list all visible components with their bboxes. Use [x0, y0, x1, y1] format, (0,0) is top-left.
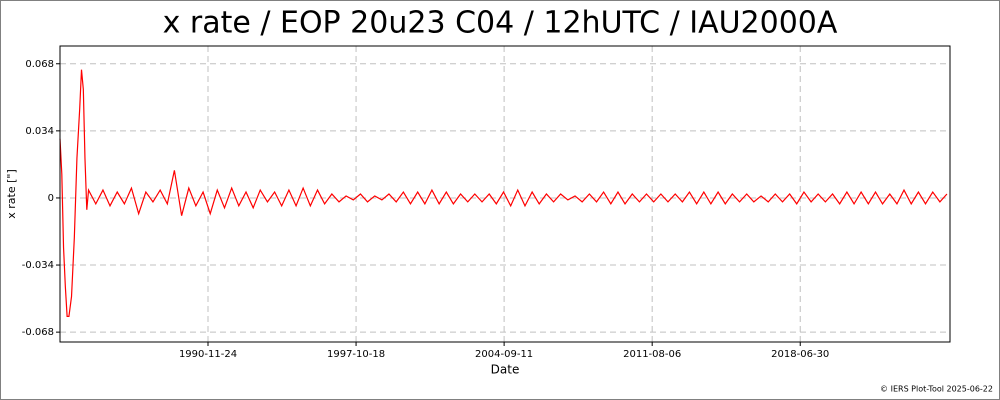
- x-tick-label: 1990-11-24: [179, 349, 237, 360]
- x-tick-label: 2004-09-11: [475, 349, 533, 360]
- y-axis-label: x rate ["]: [5, 169, 18, 219]
- plot-border: [59, 45, 951, 343]
- footer: © IERS Plot-Tool 2025-06-22: [880, 385, 993, 394]
- y-tick-label: 0.068: [25, 59, 54, 70]
- x-tick-label: 2018-06-30: [771, 349, 829, 360]
- chart-title: x rate / EOP 20u23 C04 / 12hUTC / IAU200…: [163, 6, 838, 41]
- y-tick-label: 0.034: [25, 126, 54, 137]
- y-tick-label: 0: [48, 193, 54, 204]
- x-tick-label: 1997-10-18: [327, 349, 385, 360]
- x-tick-label: 2011-08-06: [623, 349, 681, 360]
- y-tick-label: -0.068: [22, 327, 54, 338]
- y-tick-label: -0.034: [22, 260, 54, 271]
- data-line: [59, 69, 948, 317]
- x-axis-label: Date: [491, 363, 520, 377]
